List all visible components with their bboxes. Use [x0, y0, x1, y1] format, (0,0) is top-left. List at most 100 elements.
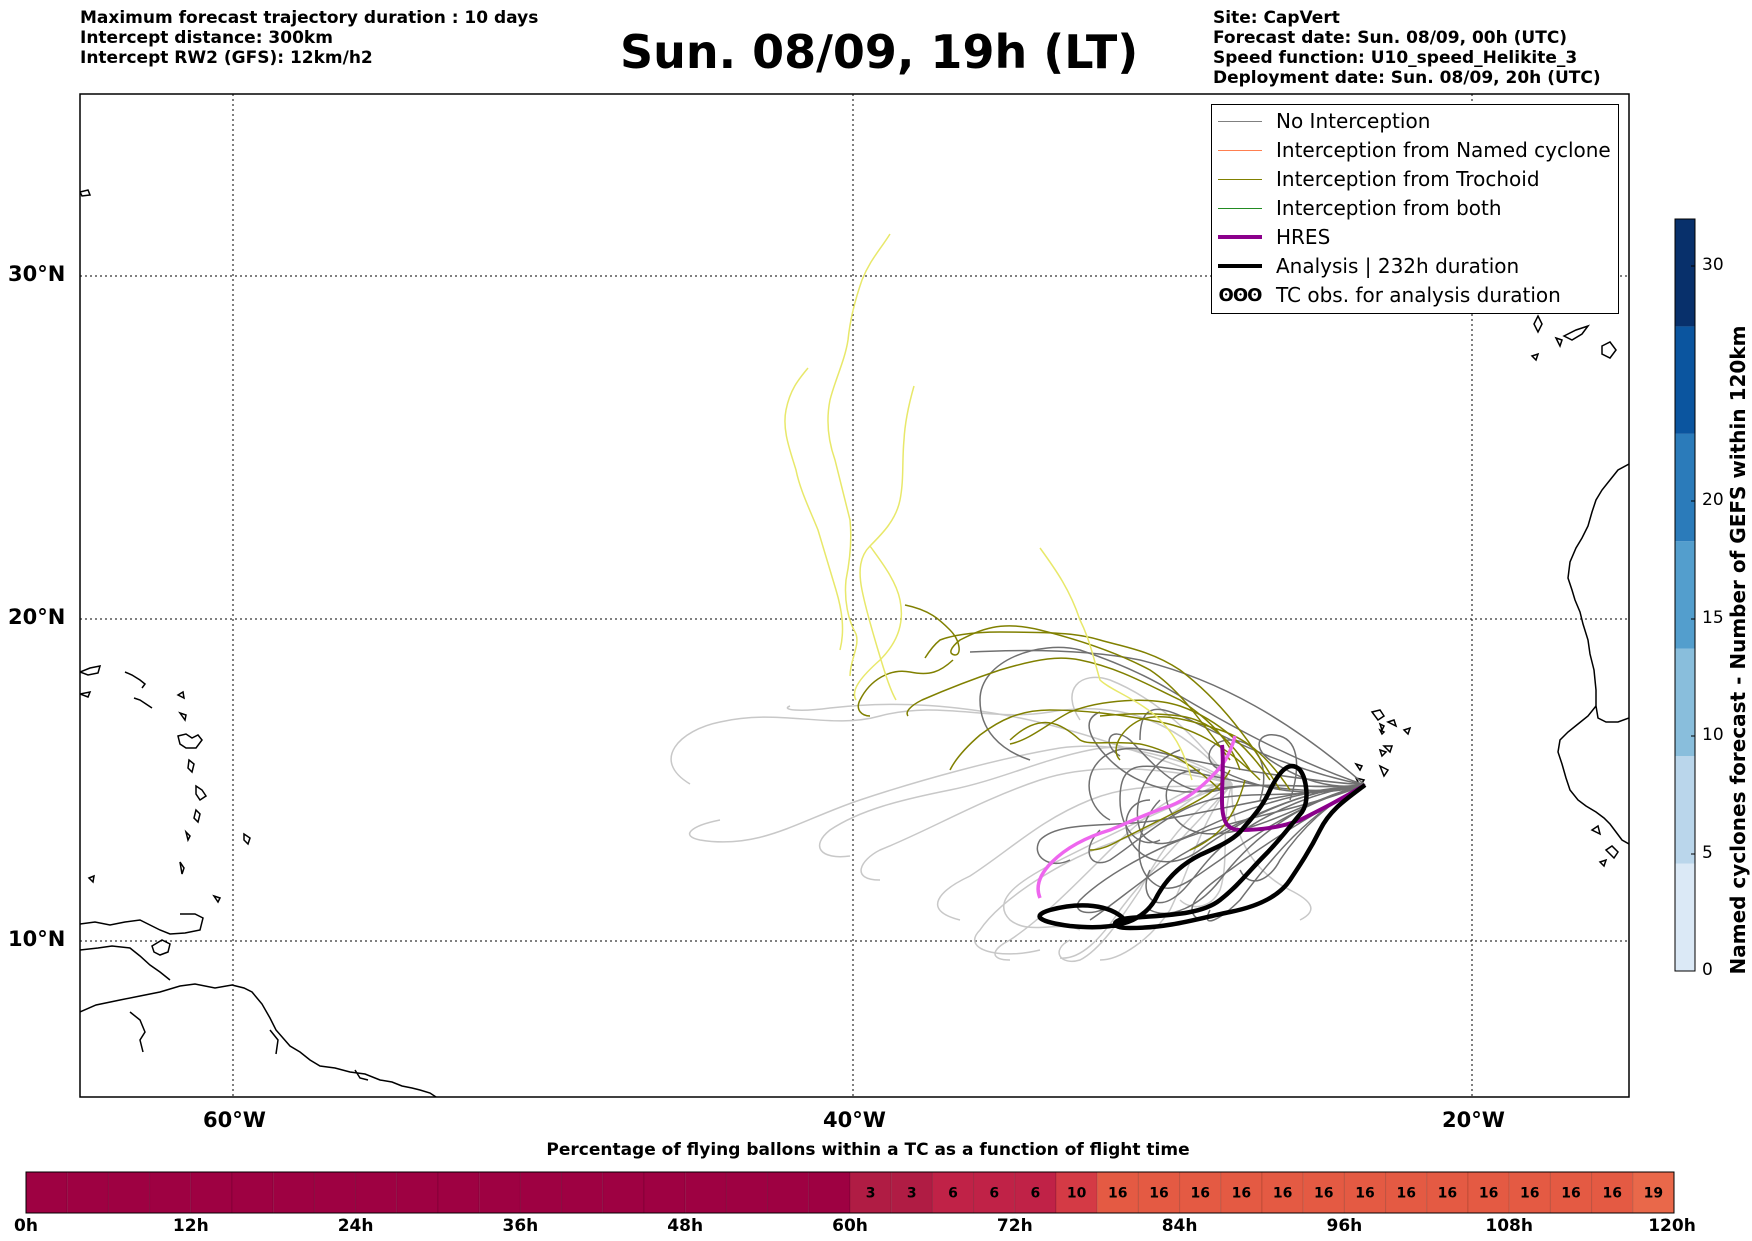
flight-time-cell-label: 10	[1067, 1186, 1087, 1202]
tc-obs-symbol-icon: ʘʘʘ	[1218, 284, 1263, 306]
page-title: Sun. 08/09, 19h (LT)	[620, 25, 1139, 79]
colorbar-label-20: 20	[1702, 490, 1724, 510]
grenada	[179, 861, 185, 875]
flight-time-cell	[231, 1171, 274, 1214]
coast-venezuela-south	[80, 945, 171, 981]
deployment-date-text: Deployment date: Sun. 08/09, 20h (UTC)	[1213, 68, 1601, 88]
flight-time-cell	[931, 1171, 975, 1214]
trajectory-olive-3	[904, 604, 1231, 761]
trajectories-yellow	[784, 233, 1193, 781]
flight-time-cell	[190, 1171, 233, 1214]
legend-item-both: Interception from both	[1218, 195, 1502, 221]
trajectory-light-8	[1003, 783, 1233, 931]
trinidad-coast	[151, 939, 171, 956]
flight-time-cell	[1137, 1171, 1181, 1214]
trajectory-dark-4	[1088, 784, 1366, 864]
flight-time-cell-label: 16	[1438, 1186, 1457, 1202]
colorbar-label-10: 10	[1702, 725, 1724, 745]
trajectory-light-5	[937, 783, 1233, 921]
trajectory-dark-1	[1136, 749, 1366, 845]
bar-tick-60h: 60h	[832, 1216, 868, 1236]
lon-label-20w: 20°W	[1442, 1108, 1505, 1132]
trajectory-dark-21	[969, 649, 1366, 786]
trajectory-light-1	[670, 707, 1233, 785]
trajectory-dark-18	[1258, 734, 1366, 801]
lat-label-30n: 30°N	[8, 262, 66, 286]
colorbar-ticks	[1691, 265, 1695, 972]
header-right-info: Site: CapVert Forecast date: Sun. 08/09,…	[1213, 8, 1601, 88]
bar-tick-48h: 48h	[667, 1216, 704, 1236]
flight-time-cell-label: 16	[1396, 1186, 1415, 1202]
intercept-rw2-text: Intercept RW2 (GFS): 12km/h2	[80, 48, 373, 68]
legend-label-analysis: Analysis | 232h duration	[1276, 254, 1520, 278]
trajectory-light-13	[1231, 783, 1312, 921]
legend-label-hres: HRES	[1276, 225, 1331, 249]
bar-tick-108h: 108h	[1485, 1216, 1533, 1236]
flight-time-cell-label: 16	[1314, 1186, 1333, 1202]
cape-verde-2	[1386, 719, 1398, 728]
antigua-dots	[87, 874, 95, 884]
legend-line-both	[1218, 207, 1262, 209]
colorbar-label-15: 15	[1702, 608, 1724, 628]
trajectory-olive-9	[1189, 779, 1246, 851]
flight-time-cell	[1220, 1171, 1263, 1214]
trajectory-yellow-2	[784, 367, 844, 651]
lesser-antilles-3	[178, 711, 187, 722]
colorbar-label-5: 5	[1702, 843, 1713, 863]
flight-time-cell	[25, 1171, 68, 1214]
flight-time-cell	[767, 1171, 810, 1214]
st-vincent	[184, 829, 191, 843]
flight-time-cell-label: 16	[1232, 1186, 1251, 1202]
flight-time-cell-label: 16	[1520, 1186, 1539, 1202]
legend-item-no-interception: No Interception	[1218, 108, 1430, 134]
canary-island-5	[1530, 352, 1540, 362]
flight-time-cell-label: 19	[1644, 1186, 1663, 1202]
canary-island-1	[1533, 314, 1543, 334]
trajectory-olive-10	[1089, 769, 1231, 851]
cape-verde-5	[1378, 728, 1386, 736]
legend-line-no-interception	[1218, 120, 1262, 122]
bar-tick-120h: 120h	[1648, 1216, 1696, 1236]
max-duration-text: Maximum forecast trajectory duration : 1…	[80, 8, 539, 28]
flight-time-cell-label: 6	[948, 1186, 958, 1202]
colorbar-label-30: 30	[1702, 255, 1724, 275]
flight-time-cell	[107, 1171, 151, 1214]
flight-time-cell-label: 16	[1355, 1186, 1374, 1202]
colorbar-block	[1675, 756, 1695, 864]
flight-time-cell	[355, 1171, 398, 1214]
hres-trajectory-forecast	[1036, 735, 1237, 899]
flight-time-cell	[1055, 1171, 1098, 1214]
intercept-distance-text: Intercept distance: 300km	[80, 28, 333, 48]
legend-label-both: Interception from both	[1276, 196, 1502, 220]
legend-item-trochoid: Interception from Trochoid	[1218, 166, 1540, 192]
cape-verde-8	[1354, 762, 1364, 772]
canary-island-2	[1562, 324, 1591, 341]
colorbar-block	[1675, 326, 1695, 434]
canary-island-4	[1554, 336, 1563, 348]
bar-tick-36h: 36h	[502, 1216, 539, 1236]
flight-time-cell	[437, 1171, 480, 1214]
lat-label-10n: 10°N	[8, 927, 66, 951]
bahamas-tip	[80, 189, 92, 197]
lesser-antilles-2	[176, 690, 185, 700]
flight-time-cell	[313, 1171, 357, 1214]
cape-verde-4	[1378, 722, 1386, 732]
coast-suriname	[269, 1029, 279, 1055]
flight-time-cell	[684, 1171, 727, 1214]
header-left-info: Maximum forecast trajectory duration : 1…	[80, 8, 538, 68]
cape-verde-9	[1378, 764, 1390, 778]
colorbar-block	[1675, 219, 1695, 327]
cape-verde-1	[1370, 709, 1386, 722]
bar-tick-84h: 84h	[1161, 1216, 1198, 1236]
flight-time-cell	[1632, 1171, 1675, 1214]
senegal-coast	[1557, 705, 1629, 845]
colorbar-block	[1675, 648, 1695, 757]
trajectory-olive-4	[949, 709, 1261, 781]
flight-time-cell-label: 6	[989, 1186, 999, 1202]
trajectory-yellow-1	[827, 233, 891, 677]
legend-item-hres: HRES	[1218, 224, 1330, 250]
flight-time-bar-frame	[25, 1171, 1675, 1214]
canary-island-3	[1601, 341, 1617, 359]
